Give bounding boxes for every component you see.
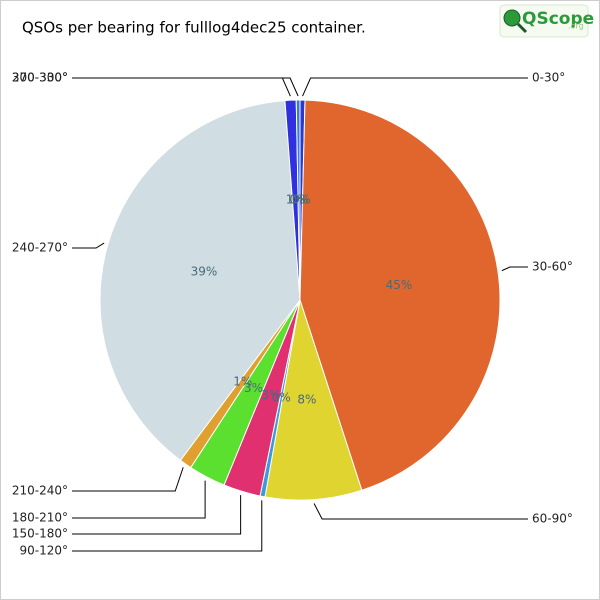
logo-text: QScope [522,9,594,29]
slice-percent: 1% [286,193,305,207]
logo-handle [516,22,528,34]
logo: QScope .org [499,4,594,38]
leader-line [302,77,528,97]
leader-line [72,480,206,519]
slice-label: 30-60° [532,260,573,274]
leader-line [72,467,184,492]
slice-label: 180-210° [12,511,68,525]
pie-slice [295,99,301,301]
slice-label: 240-270° [12,241,68,255]
slice-percent: 3% [244,381,263,395]
chart-title: QSOs per bearing for fulllog4dec25 conta… [22,19,366,37]
slice-percent: 45% [386,278,413,292]
slice-percent: 3% [261,388,280,402]
pie-slice [264,299,363,501]
leader-line [313,503,528,520]
slice-label: 60-90° [532,512,573,526]
logo-suffix: .org [568,22,584,31]
slice-percent: 0% [292,193,311,207]
slice-percent: 0% [272,391,291,405]
slice-label: 150-180° [12,527,68,541]
leader-line [72,77,299,97]
pie-slice [299,99,501,491]
slice-label: 210-240° [12,484,68,498]
slice-label: 270-300° [12,71,68,85]
leader-line [72,242,105,249]
slice-label: 90-120° [19,544,68,558]
slice-percent: 0% [290,193,309,207]
leader-line [501,266,528,272]
pie-slice [99,100,301,462]
leader-line [72,500,263,552]
slice-percent: 39% [191,265,218,279]
slice-percent: 1% [233,374,252,388]
slice-percent: 8% [297,392,316,406]
leader-line [72,495,242,535]
slice-label: 300-330° [12,71,68,85]
logo-icon [503,9,521,27]
slice-label: 0-30° [532,71,565,85]
